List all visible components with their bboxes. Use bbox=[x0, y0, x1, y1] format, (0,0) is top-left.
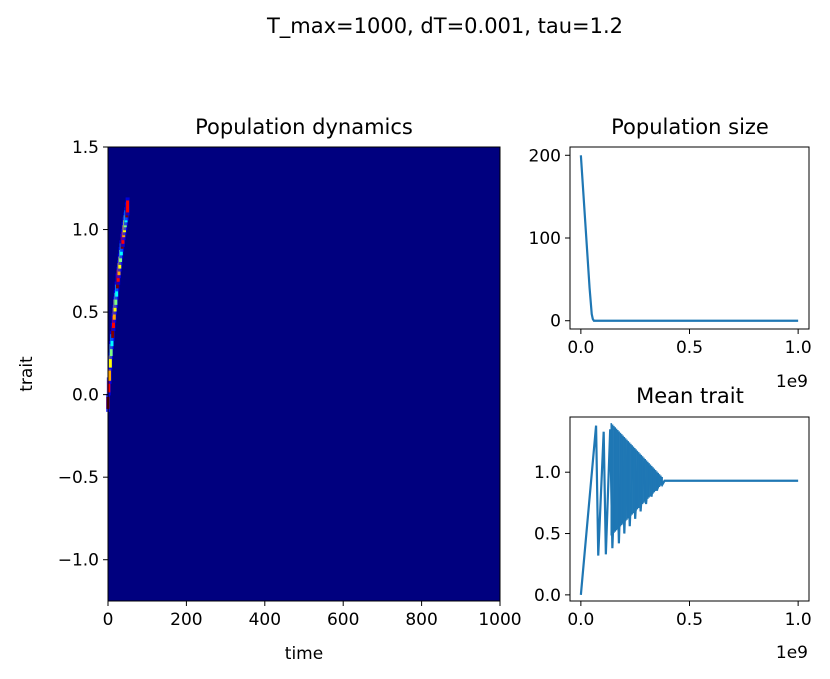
population-size-panel: Population size 0.0 0.5 1.0 0 100 200 1e9 bbox=[529, 115, 812, 392]
population-size-series bbox=[579, 155, 799, 322]
heatmap-y-tick-label: −1.0 bbox=[58, 551, 99, 571]
mean-trait-x-multiplier: 1e9 bbox=[776, 643, 808, 663]
population-size-y-tick-label: 0 bbox=[550, 312, 561, 332]
heatmap-y-ticks: −1.0 −0.5 0.0 0.5 1.0 1.5 bbox=[58, 138, 108, 571]
population-size-x-tick-label: 0.5 bbox=[676, 338, 703, 358]
ridge-cell bbox=[111, 325, 115, 338]
heatmap-x-tick-label: 800 bbox=[405, 610, 437, 630]
population-size-x-tick-label: 1.0 bbox=[785, 338, 812, 358]
heatmap-ridge-marks bbox=[106, 197, 130, 412]
heatmap-y-tick-label: 1.0 bbox=[72, 221, 99, 241]
mean-trait-y-tick-label: 0.5 bbox=[534, 525, 561, 545]
heatmap-title: Population dynamics bbox=[195, 115, 413, 139]
mean-trait-title: Mean trait bbox=[636, 384, 744, 408]
mean-trait-x-tick-label: 1.0 bbox=[785, 610, 812, 630]
heatmap-xlabel: time bbox=[285, 644, 323, 664]
heatmap-x-tick-label: 400 bbox=[249, 610, 281, 630]
population-size-y-tick-label: 100 bbox=[529, 229, 561, 249]
figure-suptitle: T_max=1000, dT=0.001, tau=1.2 bbox=[266, 14, 623, 39]
population-size-x-tick-label: 0.0 bbox=[567, 338, 594, 358]
population-size-title: Population size bbox=[611, 115, 769, 139]
mean-trait-series bbox=[579, 423, 799, 595]
heatmap-x-tick-label: 200 bbox=[170, 610, 202, 630]
mean-trait-y-ticks: 0.0 0.5 1.0 bbox=[534, 463, 570, 606]
heatmap-y-tick-label: 0.5 bbox=[72, 303, 99, 323]
ridge-cell bbox=[108, 368, 112, 381]
heatmap-panel: Population dynamics 0 200 400 600 800 1000 −1… bbox=[17, 115, 522, 664]
ridge-cell bbox=[109, 344, 113, 357]
heatmap-y-tick-label: −0.5 bbox=[58, 468, 99, 488]
heatmap-x-tick-label: 600 bbox=[327, 610, 359, 630]
mean-trait-y-tick-label: 0.0 bbox=[534, 586, 561, 606]
mean-trait-x-ticks: 0.0 0.5 1.0 bbox=[567, 601, 812, 630]
mean-trait-x-tick-label: 0.5 bbox=[676, 610, 703, 630]
population-size-line bbox=[579, 155, 799, 322]
heatmap-y-tick-label: 1.5 bbox=[72, 138, 99, 158]
heatmap-background bbox=[108, 147, 500, 601]
heatmap-x-tick-label: 1000 bbox=[478, 610, 521, 630]
heatmap-ylabel: trait bbox=[17, 356, 37, 392]
population-size-y-ticks: 0 100 200 bbox=[529, 146, 570, 332]
heatmap-frame bbox=[107, 146, 501, 602]
ridge-cell bbox=[107, 380, 111, 393]
population-size-x-multiplier: 1e9 bbox=[776, 372, 808, 392]
ridge-cell bbox=[108, 355, 112, 368]
mean-trait-panel: Mean trait 0.0 0.5 1.0 0.0 0.5 1.0 1e9 bbox=[534, 384, 812, 663]
population-size-frame bbox=[569, 146, 810, 330]
ridge-cell bbox=[126, 200, 130, 213]
heatmap-y-tick-label: 0.0 bbox=[72, 386, 99, 406]
population-size-y-tick-label: 200 bbox=[529, 146, 561, 166]
mean-trait-x-tick-label: 0.0 bbox=[567, 610, 594, 630]
mean-trait-y-tick-label: 1.0 bbox=[534, 463, 561, 483]
heatmap-x-tick-label: 0 bbox=[103, 610, 114, 630]
population-size-x-ticks: 0.0 0.5 1.0 bbox=[567, 329, 812, 358]
heatmap-x-ticks: 0 200 400 600 800 1000 bbox=[103, 601, 522, 630]
